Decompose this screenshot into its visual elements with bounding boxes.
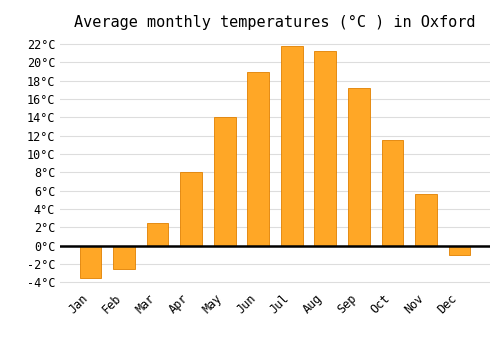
Bar (80, 246, 102, 278)
Bar (214, 118, 236, 246)
Bar (314, 51, 336, 246)
Bar (448, 246, 470, 255)
Bar (382, 140, 404, 246)
Bar (146, 223, 169, 246)
Bar (348, 88, 370, 246)
Bar (248, 72, 269, 246)
Bar (180, 173, 202, 246)
Bar (113, 246, 135, 269)
Title: Average monthly temperatures (°C ) in Oxford: Average monthly temperatures (°C ) in Ox… (74, 15, 476, 30)
Bar (281, 46, 302, 246)
Bar (415, 194, 437, 246)
